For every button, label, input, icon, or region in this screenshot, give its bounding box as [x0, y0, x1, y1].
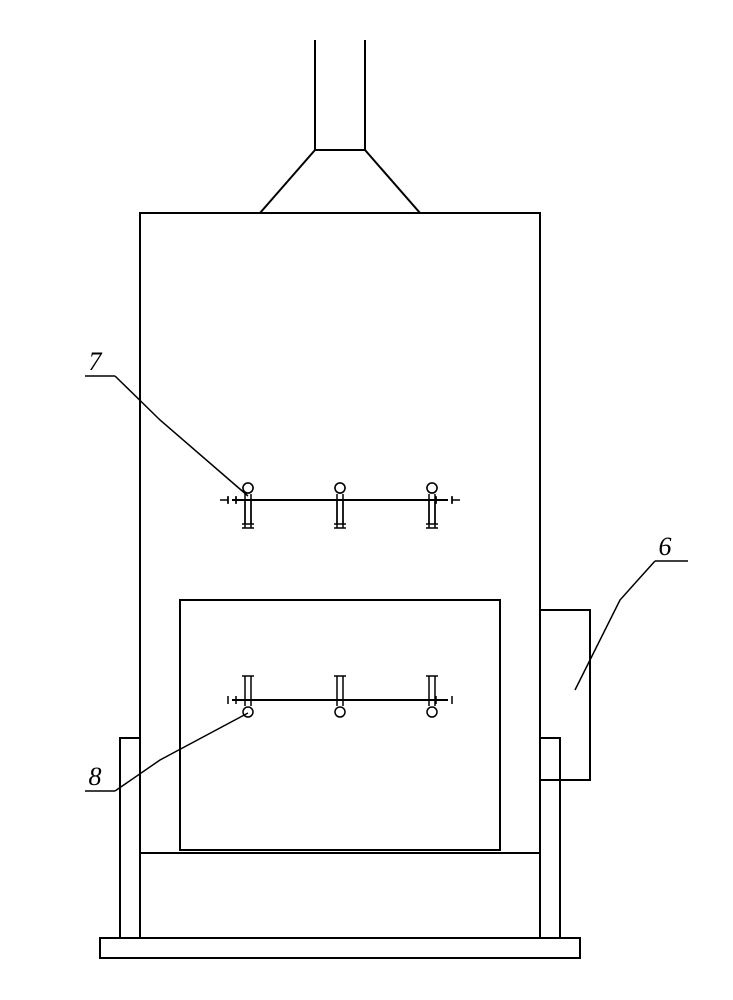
- upper-rail2-hinge: [335, 483, 345, 493]
- lower-rail-hinge: [335, 707, 345, 717]
- lower-rail-hinge: [427, 707, 437, 717]
- label-7-text: 7: [89, 347, 103, 376]
- upper-rail2-hinge: [243, 483, 253, 493]
- upper-rail2-hinge: [427, 483, 437, 493]
- label-8-text: 8: [89, 762, 102, 791]
- label-6-text: 6: [659, 532, 672, 561]
